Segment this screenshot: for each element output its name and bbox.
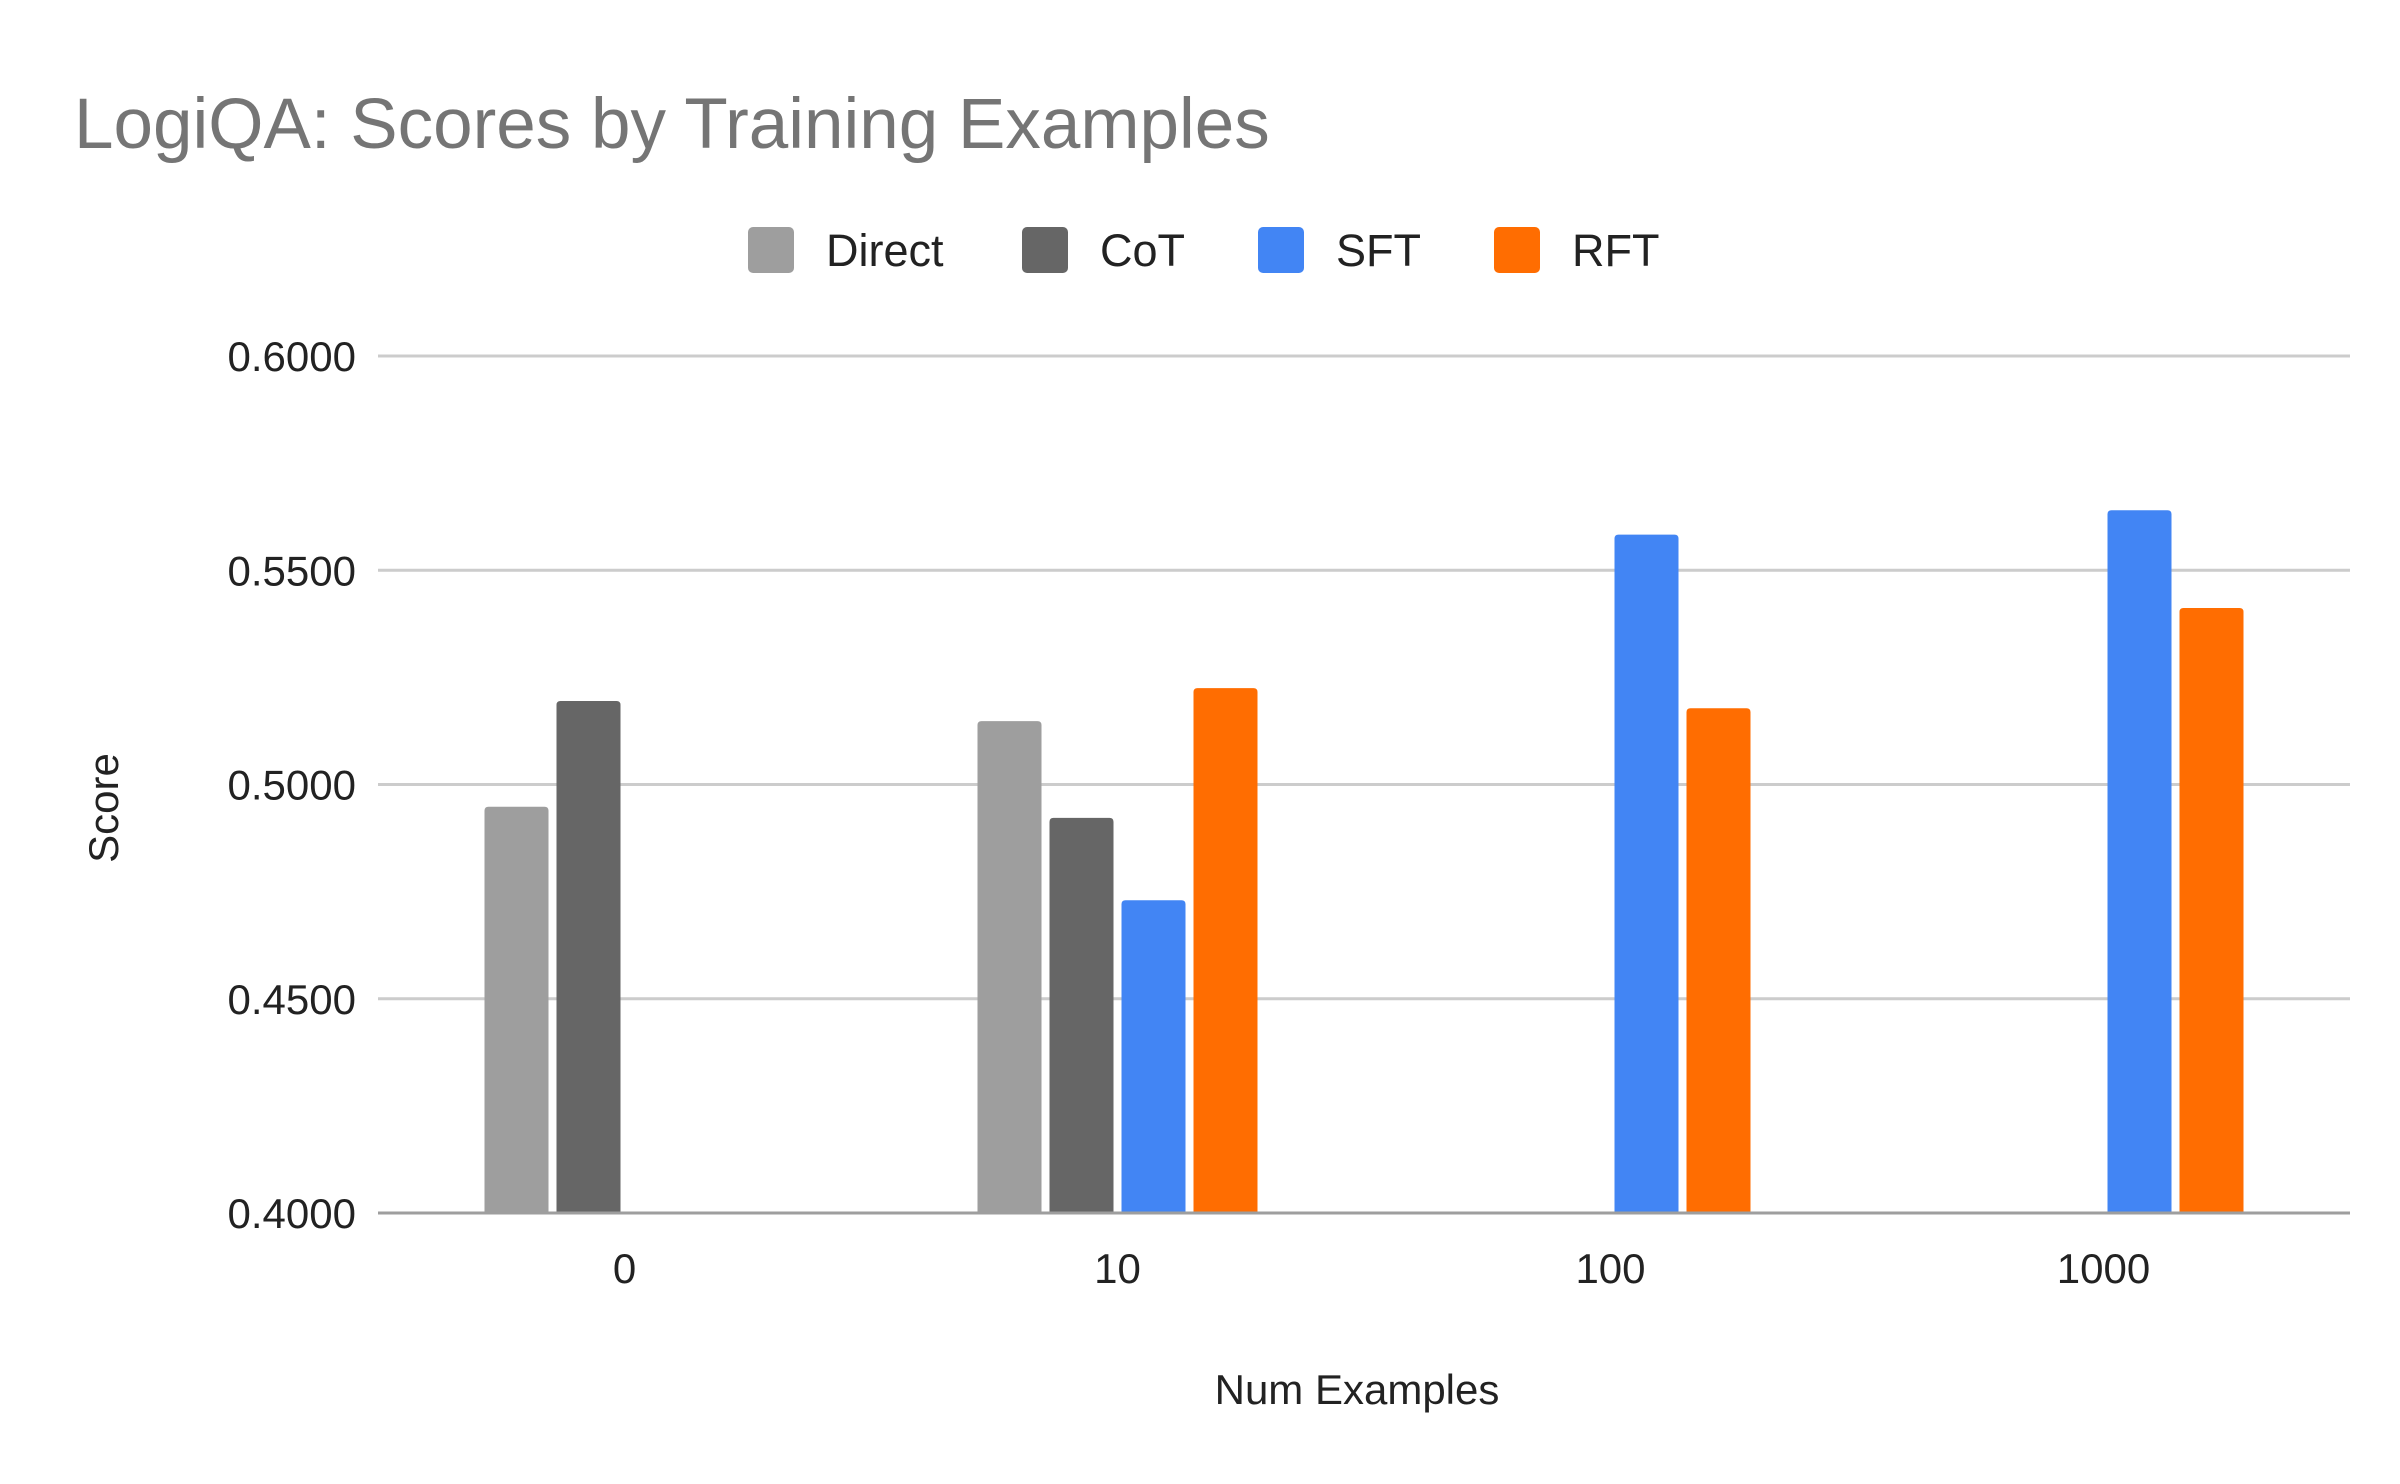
x-tick-label: 100 [1575, 1245, 1645, 1292]
y-tick-label: 0.4000 [228, 1190, 356, 1237]
bar-sft-1000 [2107, 510, 2172, 1213]
bar-direct-0 [484, 806, 549, 1213]
chart-title: LogiQA: Scores by Training Examples [74, 85, 1270, 164]
y-tick-label: 0.5000 [228, 762, 356, 809]
x-axis-ticks: 0 10 100 1000 [613, 1245, 2150, 1292]
y-tick-label: 0.5500 [228, 547, 356, 594]
legend-swatch-direct [748, 227, 794, 273]
bar-rft-1000 [2179, 607, 2244, 1213]
y-axis-title: Score [80, 753, 127, 863]
y-axis-ticks: 0.4000 0.4500 0.5000 0.5500 0.6000 [228, 333, 356, 1237]
x-tick-label: 10 [1094, 1245, 1141, 1292]
bar-sft-10 [1121, 900, 1186, 1213]
gridlines [378, 354, 2350, 1001]
x-tick-label: 0 [613, 1245, 636, 1292]
legend-swatch-sft [1258, 227, 1304, 273]
bar-rft-100 [1686, 708, 1751, 1213]
x-axis-title: Num Examples [1215, 1366, 1500, 1413]
bar-cot-10 [1049, 817, 1114, 1213]
legend-label-sft: SFT [1336, 225, 1421, 276]
x-tick-label: 1000 [2057, 1245, 2150, 1292]
legend-label-cot: CoT [1100, 225, 1185, 276]
legend: Direct CoT SFT RFT [748, 225, 1659, 276]
y-tick-label: 0.6000 [228, 333, 356, 380]
bars [484, 510, 2244, 1213]
bar-direct-10 [977, 721, 1042, 1213]
bar-rft-10 [1193, 688, 1258, 1213]
legend-label-rft: RFT [1572, 225, 1659, 276]
bar-cot-0 [556, 700, 621, 1213]
legend-swatch-rft [1494, 227, 1540, 273]
bar-sft-100 [1614, 534, 1679, 1213]
legend-swatch-cot [1022, 227, 1068, 273]
y-tick-label: 0.4500 [228, 976, 356, 1023]
legend-label-direct: Direct [826, 225, 944, 276]
